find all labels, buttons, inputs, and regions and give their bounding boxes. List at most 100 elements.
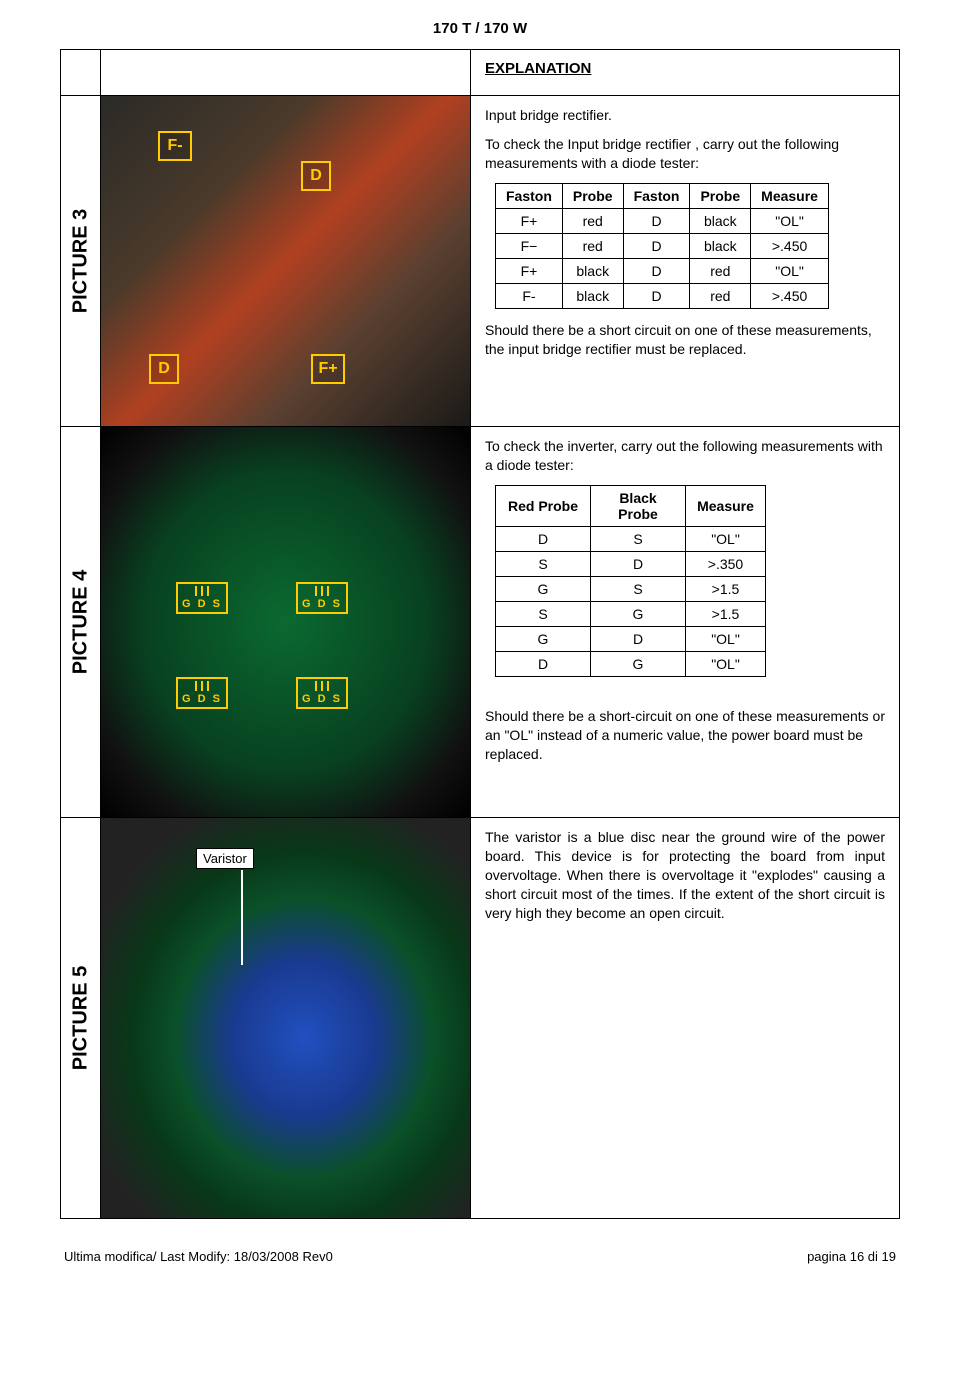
overlay-f-minus: F-: [158, 131, 192, 161]
overlay-d-bottom: D: [149, 354, 179, 384]
p4-note: Should there be a short-circuit on one o…: [485, 707, 885, 764]
explanation-heading-cell: EXPLANATION: [471, 50, 900, 96]
table-cell: "OL": [751, 258, 829, 283]
p3-th-3: Probe: [690, 183, 751, 208]
picture-4-explanation: To check the inverter, carry out the fol…: [471, 427, 900, 818]
p5-text: The varistor is a blue disc near the gro…: [485, 828, 885, 922]
table-cell: "OL": [686, 651, 766, 676]
page-header-title: 170 T / 170 W: [60, 20, 900, 37]
table-cell: G: [496, 626, 591, 651]
table-cell: D: [591, 626, 686, 651]
table-cell: D: [623, 283, 690, 308]
table-cell: S: [496, 601, 591, 626]
table-header-row: Red Probe Black Probe Measure: [496, 485, 766, 526]
table-cell: G: [591, 651, 686, 676]
gds-text-1: G D S: [182, 598, 222, 610]
table-cell: F−: [496, 233, 563, 258]
table-cell: black: [562, 258, 623, 283]
main-layout-table: EXPLANATION PICTURE 3 F- D D F+ Input br…: [60, 49, 900, 1219]
table-cell: "OL": [686, 626, 766, 651]
table-cell: "OL": [751, 208, 829, 233]
table-cell: "OL": [686, 526, 766, 551]
table-cell: >.450: [751, 283, 829, 308]
picture-3-label: PICTURE 3: [69, 209, 92, 313]
table-cell: red: [690, 258, 751, 283]
gds-text-3: G D S: [182, 693, 222, 705]
table-cell: G: [591, 601, 686, 626]
table-header-row: Faston Probe Faston Probe Measure: [496, 183, 829, 208]
p3-measurement-table: Faston Probe Faston Probe Measure F+redD…: [495, 183, 829, 309]
footer-right: pagina 16 di 19: [807, 1249, 896, 1264]
varistor-label: Varistor: [196, 848, 254, 869]
explanation-heading: EXPLANATION: [485, 60, 885, 77]
p3-th-4: Measure: [751, 183, 829, 208]
p3-note: Should there be a short circuit on one o…: [485, 321, 885, 359]
table-row: DS"OL": [496, 526, 766, 551]
table-row: SG>1.5: [496, 601, 766, 626]
table-cell: D: [496, 526, 591, 551]
table-cell: D: [496, 651, 591, 676]
picture-5-photo: Varistor: [101, 818, 470, 1218]
table-cell: red: [562, 208, 623, 233]
gds-box-3: G D S: [176, 677, 228, 709]
gds-text-4: G D S: [302, 693, 342, 705]
table-cell: S: [591, 576, 686, 601]
varistor-pointer-line: [241, 870, 243, 965]
table-row: F+redDblack"OL": [496, 208, 829, 233]
table-cell: red: [690, 283, 751, 308]
table-row: GD"OL": [496, 626, 766, 651]
table-cell: D: [623, 208, 690, 233]
picture-3-image-cell: F- D D F+: [101, 96, 471, 427]
table-row: F-blackDred>.450: [496, 283, 829, 308]
table-cell: S: [591, 526, 686, 551]
picture-4-label: PICTURE 4: [69, 570, 92, 674]
gds-box-4: G D S: [296, 677, 348, 709]
overlay-d-top: D: [301, 161, 331, 191]
row-label-cell: PICTURE 4: [61, 427, 101, 818]
table-cell: red: [562, 233, 623, 258]
p4-th-1: Black Probe: [591, 485, 686, 526]
picture-3-explanation: Input bridge rectifier. To check the Inp…: [471, 96, 900, 427]
table-cell: black: [690, 208, 751, 233]
empty-cell: [61, 50, 101, 96]
table-row: F+blackDred"OL": [496, 258, 829, 283]
table-cell: >1.5: [686, 601, 766, 626]
p3-intro: Input bridge rectifier.: [485, 106, 885, 125]
table-cell: >1.5: [686, 576, 766, 601]
table-row: DG"OL": [496, 651, 766, 676]
table-cell: >.450: [751, 233, 829, 258]
table-cell: D: [623, 258, 690, 283]
p3-th-0: Faston: [496, 183, 563, 208]
table-cell: F-: [496, 283, 563, 308]
picture-3-photo: F- D D F+: [101, 96, 470, 426]
table-cell: G: [496, 576, 591, 601]
gds-box-1: G D S: [176, 582, 228, 614]
picture-5-image-cell: Varistor: [101, 818, 471, 1219]
p3-th-2: Faston: [623, 183, 690, 208]
overlay-f-plus: F+: [311, 354, 345, 384]
gds-box-2: G D S: [296, 582, 348, 614]
table-cell: black: [562, 283, 623, 308]
page-footer: Ultima modifica/ Last Modify: 18/03/2008…: [60, 1249, 900, 1264]
table-cell: D: [591, 551, 686, 576]
table-row: GS>1.5: [496, 576, 766, 601]
table-row: F−redDblack>.450: [496, 233, 829, 258]
p4-th-0: Red Probe: [496, 485, 591, 526]
gds-text-2: G D S: [302, 598, 342, 610]
table-cell: F+: [496, 208, 563, 233]
p4-measurement-table: Red Probe Black Probe Measure DS"OL"SD>.…: [495, 485, 766, 677]
p3-desc: To check the Input bridge rectifier , ca…: [485, 135, 885, 173]
picture-4-photo: G D S G D S G D S G D S: [101, 427, 470, 817]
row-label-cell: PICTURE 5: [61, 818, 101, 1219]
table-row: SD>.350: [496, 551, 766, 576]
p3-th-1: Probe: [562, 183, 623, 208]
picture-4-image-cell: G D S G D S G D S G D S: [101, 427, 471, 818]
table-cell: >.350: [686, 551, 766, 576]
table-cell: D: [623, 233, 690, 258]
empty-cell: [101, 50, 471, 96]
row-label-cell: PICTURE 3: [61, 96, 101, 427]
p4-th-2: Measure: [686, 485, 766, 526]
table-cell: black: [690, 233, 751, 258]
p4-desc: To check the inverter, carry out the fol…: [485, 437, 885, 475]
picture-5-label: PICTURE 5: [69, 966, 92, 1070]
